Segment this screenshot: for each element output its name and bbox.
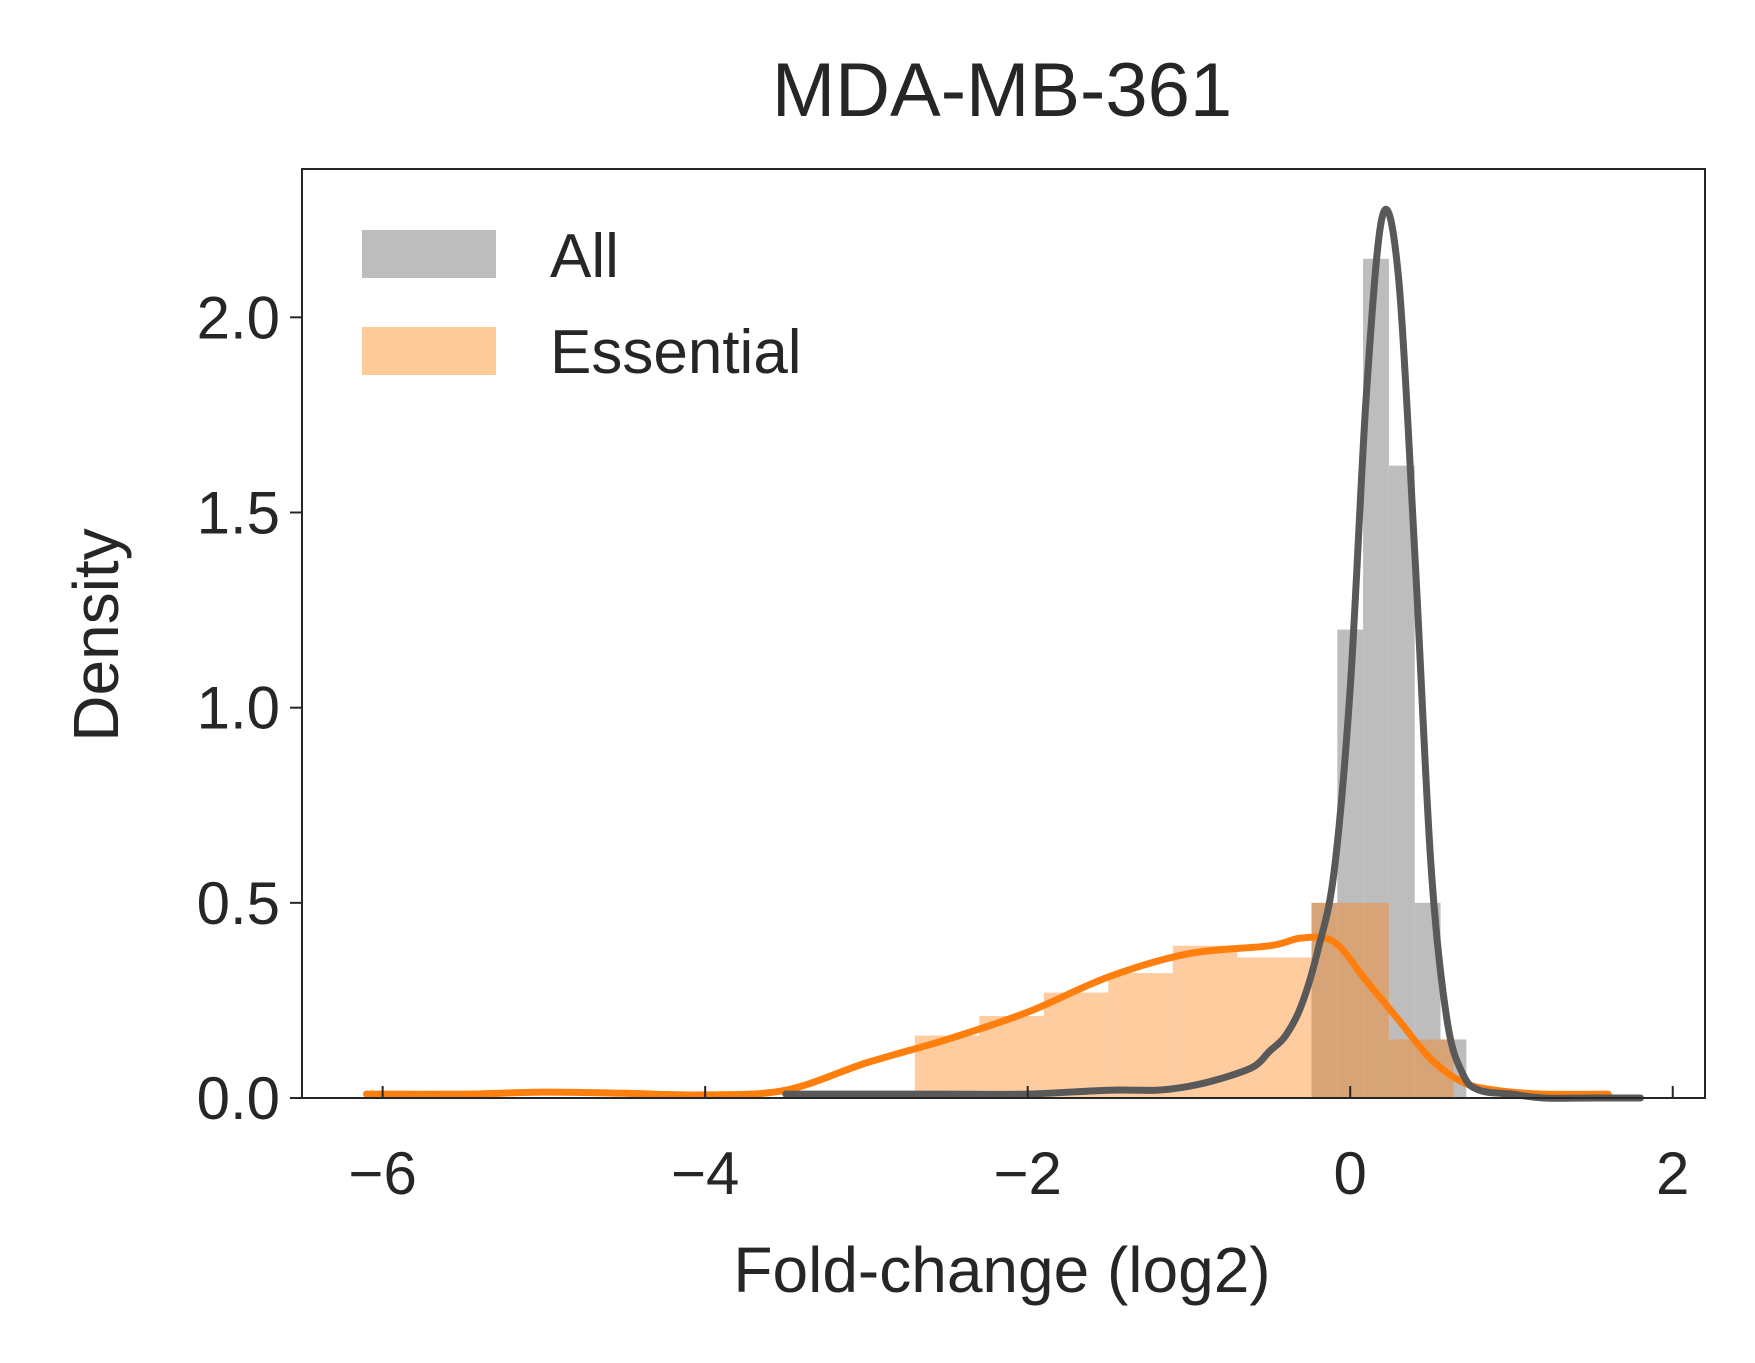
y-tick-label: 2.0 [197, 284, 280, 351]
hist-bar-essential [1172, 945, 1238, 1098]
legend: All Essential [362, 222, 802, 387]
legend-swatch-all [362, 230, 496, 278]
hist-bar-essential [1043, 992, 1109, 1098]
x-tick-label: −2 [993, 1140, 1061, 1207]
kde-line-all [782, 206, 1644, 1102]
x-tick-label: 0 [1334, 1140, 1367, 1207]
legend-label-all: All [550, 222, 619, 291]
y-tick-label: 1.5 [197, 479, 280, 546]
legend-swatch-essential [362, 327, 496, 375]
hist-bar-essential [1108, 973, 1173, 1098]
y-tick-label: 0.5 [197, 870, 280, 937]
y-tick-label: 1.0 [197, 675, 280, 742]
legend-label-essential: Essential [550, 318, 802, 387]
kde-line-essential [363, 933, 1612, 1099]
x-tick-label: −6 [348, 1140, 416, 1207]
x-tick-label: 2 [1656, 1140, 1689, 1207]
plot-area: −6 −4 −2 0 2 0.0 0.5 1.0 1.5 2.0 [197, 206, 1689, 1207]
x-tick-label: −4 [671, 1140, 739, 1207]
hist-bar-all [1388, 465, 1415, 1098]
y-axis-label: Density [60, 528, 132, 741]
y-tick-label: 0.0 [197, 1065, 280, 1132]
hist-bar-essential [979, 1016, 1044, 1098]
axes-frame [301, 168, 1706, 1099]
hist-bar-essential [1237, 957, 1312, 1098]
chart-title: MDA-MB-361 [772, 48, 1232, 133]
x-axis-label: Fold-change (log2) [733, 1234, 1270, 1306]
